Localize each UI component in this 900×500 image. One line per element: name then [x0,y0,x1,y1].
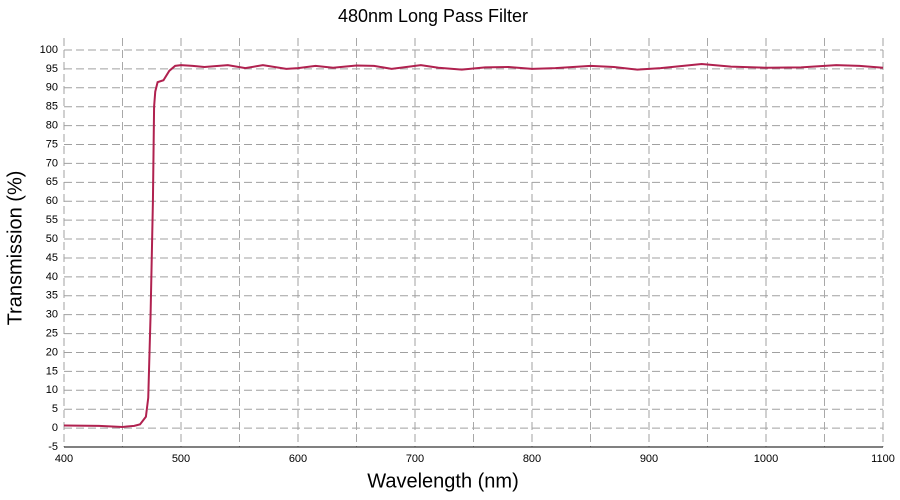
x-tick-label: 800 [523,453,541,465]
x-tick-label: 600 [289,453,307,465]
y-tick-label: 80 [46,120,58,132]
x-tick-label: 400 [55,453,73,465]
y-tick-label: -5 [48,441,58,453]
x-axis-label: Wavelength (nm) [367,470,519,492]
y-tick-label: 25 [46,327,58,339]
y-axis-label: Transmission (%) [4,171,26,326]
y-tick-label: 65 [46,176,58,188]
y-tick-label: 90 [46,82,58,94]
y-tick-label: 85 [46,101,58,113]
x-tick-label: 500 [172,453,190,465]
y-tick-label: 0 [52,422,58,434]
data-line [63,62,884,428]
y-tick-label: 30 [46,309,58,321]
y-tick-label: 60 [46,195,58,207]
y-tick-label: 5 [52,403,58,415]
y-tick-label: 40 [46,271,58,283]
y-tick-label: 95 [46,63,58,75]
y-tick-label: 55 [46,214,58,226]
y-tick-label: 15 [46,365,58,377]
x-tick-label: 1100 [871,453,895,465]
y-tick-label: 75 [46,138,58,150]
x-tick-label: 700 [406,453,424,465]
x-tick-label: 900 [640,453,658,465]
y-tick-label: 10 [46,384,58,396]
x-tick-label: 1000 [754,453,778,465]
y-tick-label: 100 [40,44,58,56]
y-tick-label: 70 [46,157,58,169]
y-tick-label: 50 [46,233,58,245]
chart-title: 480nm Long Pass Filter [338,6,528,26]
y-tick-label: 45 [46,252,58,264]
y-tick-label: 35 [46,290,58,302]
y-tick-label: 20 [46,346,58,358]
